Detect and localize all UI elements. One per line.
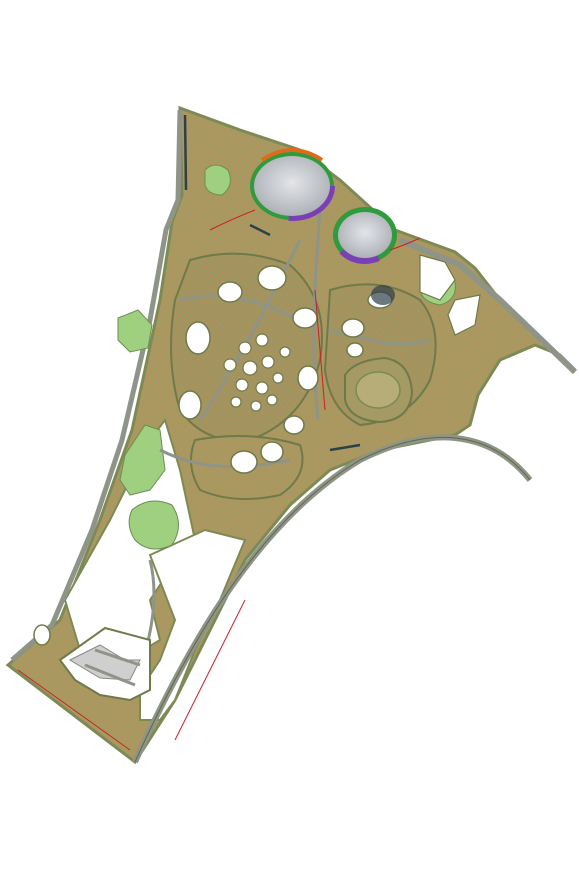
utility-lines <box>17 209 421 751</box>
west-boundary-road <box>10 109 183 662</box>
park-west <box>117 309 153 353</box>
park-central-west <box>119 424 166 496</box>
park-north <box>204 164 231 196</box>
stadium-south <box>332 206 398 264</box>
south-terminal <box>58 626 151 702</box>
open-land-south <box>139 528 247 721</box>
roundabout-cluster <box>223 333 291 412</box>
white-plots <box>33 265 393 646</box>
water-channels <box>183 114 361 452</box>
stadium-north <box>249 148 335 221</box>
northeast-road <box>398 237 578 375</box>
sports-ground <box>344 356 414 424</box>
northeast-pocket <box>371 254 481 336</box>
park-south-west <box>128 500 179 550</box>
